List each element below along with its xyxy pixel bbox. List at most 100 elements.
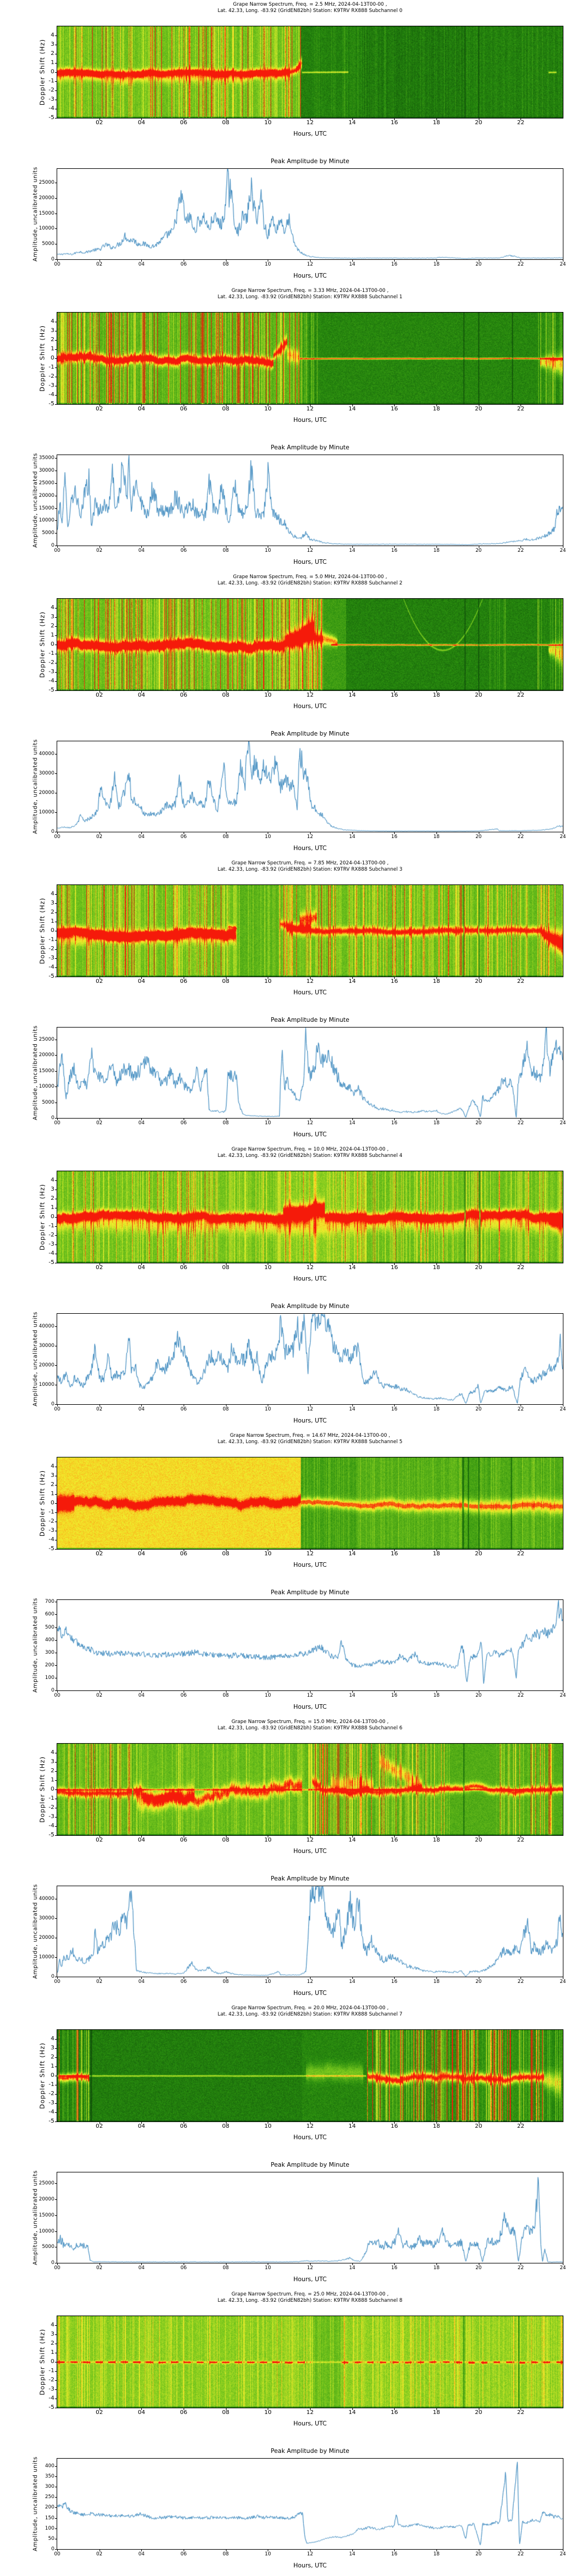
tick-mark bbox=[55, 1826, 57, 1827]
x-tick-label: 22 bbox=[517, 1837, 525, 1843]
y-tick-label: 3 bbox=[50, 2331, 54, 2337]
y-tick-label: 10000 bbox=[38, 517, 54, 524]
x-tick-label: 06 bbox=[180, 2123, 188, 2129]
tick-mark bbox=[352, 546, 353, 548]
tick-mark bbox=[55, 1494, 57, 1495]
y-tick-label: -4 bbox=[49, 2395, 54, 2401]
amplitude-title: Peak Amplitude by Minute bbox=[271, 1303, 349, 1310]
amplitude-x-axis-label: Hours, UTC bbox=[293, 2562, 327, 2569]
amplitude-x-axis-label: Hours, UTC bbox=[293, 1417, 327, 1424]
tick-mark bbox=[55, 2466, 57, 2467]
x-tick-label: 18 bbox=[433, 548, 440, 554]
x-tick-label: 22 bbox=[517, 1265, 525, 1271]
x-tick-label: 16 bbox=[390, 2409, 398, 2416]
x-tick-label: 18 bbox=[433, 1693, 440, 1698]
x-tick-label: 08 bbox=[222, 1551, 230, 1557]
x-tick-label: 22 bbox=[517, 2551, 524, 2557]
x-tick-label: 24 bbox=[559, 262, 566, 267]
y-tick-label: 2 bbox=[50, 1195, 54, 1202]
tick-mark bbox=[55, 1627, 57, 1628]
x-tick-label: 12 bbox=[307, 2551, 313, 2557]
tick-mark bbox=[55, 2121, 57, 2122]
y-tick-label: 200 bbox=[45, 2504, 54, 2511]
x-tick-label: 12 bbox=[307, 1120, 313, 1126]
y-tick-label: -3 bbox=[49, 669, 54, 675]
tick-mark bbox=[141, 1263, 142, 1265]
x-tick-label: 02 bbox=[96, 1265, 104, 1271]
tick-mark bbox=[55, 483, 57, 484]
x-tick-label: 14 bbox=[349, 1406, 356, 1412]
tick-mark bbox=[394, 1263, 395, 1265]
x-tick-label: 20 bbox=[475, 262, 482, 267]
spectrogram-title-line2: Lat. 42.33, Long. -83.92 (GridEN82bh) St… bbox=[217, 294, 403, 300]
x-tick-label: 14 bbox=[348, 2123, 356, 2129]
x-tick-label: 14 bbox=[348, 978, 356, 985]
y-tick-label: 5000 bbox=[42, 1099, 54, 1105]
y-tick-label: 0 bbox=[50, 69, 54, 75]
tick-mark bbox=[436, 1836, 437, 1838]
y-tick-label: 20000 bbox=[38, 492, 54, 499]
x-tick-label: 08 bbox=[223, 1406, 229, 1412]
subchannel-pair-6: Grape Narrow Spectrum, Freq. = 15.0 MHz,… bbox=[0, 1717, 572, 2004]
x-tick-label: 10 bbox=[264, 1120, 271, 1126]
x-tick-label: 24 bbox=[559, 1693, 566, 1698]
x-tick-label: 20 bbox=[475, 1837, 483, 1843]
y-tick-label: -4 bbox=[49, 105, 54, 112]
y-tick-label: -3 bbox=[49, 382, 54, 389]
y-tick-label: 2 bbox=[50, 2340, 54, 2346]
y-tick-label: -3 bbox=[49, 1527, 54, 1534]
tick-mark bbox=[352, 1691, 353, 1693]
tick-mark bbox=[394, 2263, 395, 2265]
amplitude-title: Peak Amplitude by Minute bbox=[271, 2448, 349, 2455]
x-tick-label: 14 bbox=[349, 548, 356, 554]
x-tick-label: 12 bbox=[306, 2409, 314, 2416]
x-tick-label: 12 bbox=[306, 120, 314, 126]
tick-mark bbox=[225, 546, 227, 548]
x-tick-label: 08 bbox=[222, 2123, 230, 2129]
x-tick-label: 16 bbox=[390, 978, 398, 985]
y-tick-label: 30000 bbox=[38, 1915, 54, 1922]
y-tick-label: 5000 bbox=[42, 530, 54, 536]
x-tick-label: 20 bbox=[475, 692, 483, 698]
x-tick-label: 04 bbox=[137, 406, 145, 412]
tick-mark bbox=[55, 949, 57, 950]
x-tick-label: 02 bbox=[96, 2551, 103, 2557]
x-tick-label: 08 bbox=[222, 692, 230, 698]
amplitude-title: Peak Amplitude by Minute bbox=[271, 2162, 349, 2168]
x-tick-label: 06 bbox=[180, 548, 187, 554]
tick-mark bbox=[55, 2549, 57, 2550]
x-tick-label: 06 bbox=[180, 2265, 187, 2271]
tick-mark bbox=[352, 2263, 353, 2265]
tick-mark bbox=[352, 1263, 353, 1265]
x-tick-label: 12 bbox=[307, 834, 313, 840]
amplitude-plot bbox=[57, 2458, 563, 2550]
amplitude-x-axis-label: Hours, UTC bbox=[293, 2276, 327, 2283]
tick-mark bbox=[394, 405, 395, 406]
x-tick-label: 02 bbox=[96, 262, 103, 267]
y-tick-label: 0 bbox=[51, 2546, 54, 2552]
y-tick-label: -5 bbox=[49, 1259, 54, 1266]
x-tick-label: 20 bbox=[475, 2123, 483, 2129]
tick-mark bbox=[352, 691, 353, 693]
tick-mark bbox=[55, 940, 57, 941]
x-tick-label: 10 bbox=[264, 2123, 272, 2129]
tick-mark bbox=[394, 2550, 395, 2551]
y-tick-label: 10000 bbox=[38, 1084, 54, 1090]
x-tick-label: 24 bbox=[559, 2265, 566, 2271]
x-tick-label: 04 bbox=[137, 2123, 145, 2129]
x-tick-label: 04 bbox=[138, 1120, 145, 1126]
x-tick-label: 20 bbox=[475, 1120, 482, 1126]
tick-mark bbox=[55, 812, 57, 813]
tick-mark bbox=[55, 1244, 57, 1245]
y-tick-label: 0 bbox=[50, 2072, 54, 2079]
x-tick-label: 16 bbox=[391, 1406, 398, 1412]
y-tick-label: 4 bbox=[50, 1177, 54, 1183]
tick-mark bbox=[310, 1977, 311, 1979]
tick-mark bbox=[55, 1789, 57, 1790]
x-tick-label: 18 bbox=[433, 262, 440, 267]
x-tick-label: 10 bbox=[264, 1693, 271, 1698]
tick-mark bbox=[55, 635, 57, 636]
y-tick-label: 500 bbox=[45, 1624, 54, 1630]
amplitude-x-axis-label: Hours, UTC bbox=[293, 845, 327, 852]
tick-mark bbox=[352, 1119, 353, 1120]
